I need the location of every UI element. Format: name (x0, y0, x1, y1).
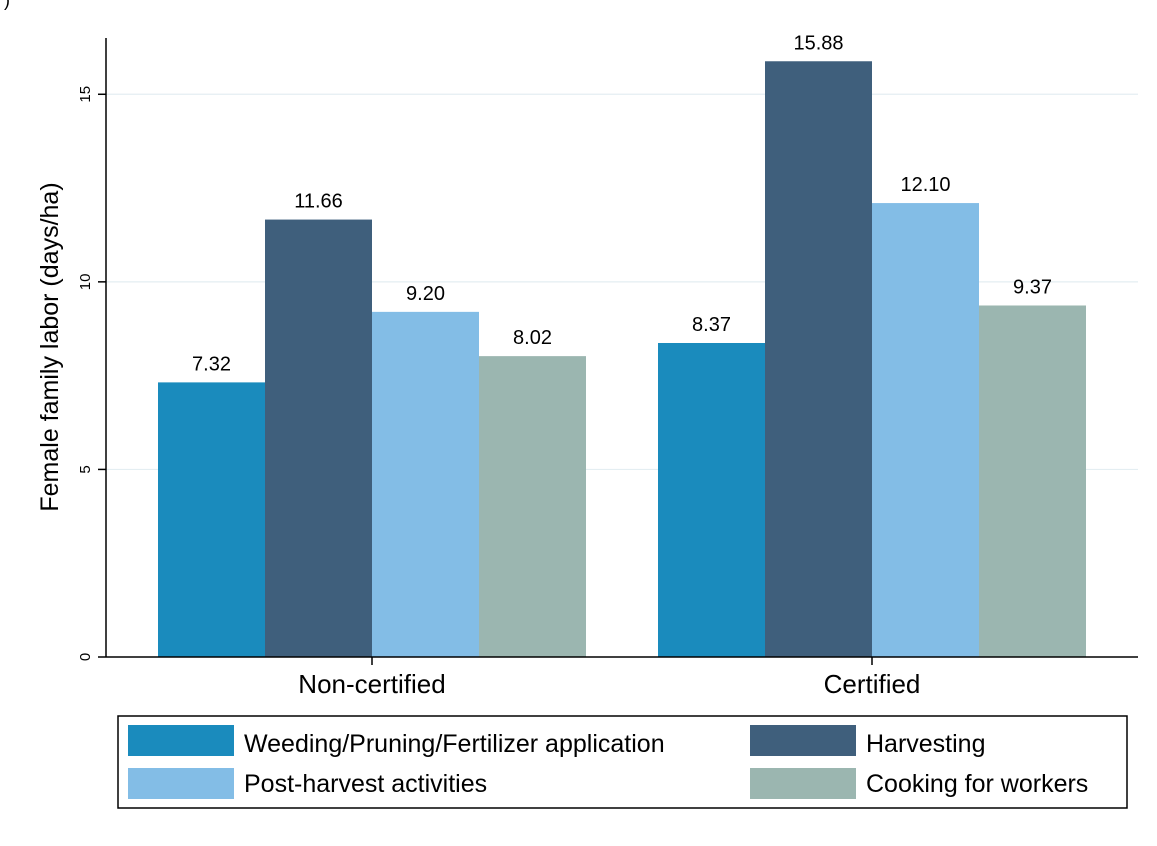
y-tick-label: 15 (77, 86, 94, 103)
legend-swatch (750, 768, 856, 799)
y-tick-label: 5 (77, 465, 94, 473)
legend-box (117, 715, 1128, 809)
bar (265, 219, 372, 657)
y-tick-label: 0 (77, 653, 94, 661)
x-category-label: Non-certified (298, 669, 445, 699)
legend-label: Harvesting (866, 730, 986, 758)
bar (658, 342, 765, 657)
legend-label: Post-harvest activities (244, 770, 487, 798)
data-label: 9.37 (1013, 276, 1052, 298)
x-category-label: Certified (824, 669, 921, 699)
corner-mark: ) (4, 0, 10, 10)
y-tick-label: 10 (77, 274, 94, 291)
legend-swatch (128, 725, 234, 756)
data-label: 11.66 (294, 191, 343, 213)
bar (979, 305, 1086, 657)
data-label: 8.02 (513, 327, 552, 349)
legend-label: Cooking for workers (866, 770, 1088, 798)
legend-label: Weeding/Pruning/Fertilizer application (244, 730, 665, 758)
y-axis-title: Female family labor (days/ha) (36, 182, 64, 511)
data-label: 15.88 (793, 32, 843, 54)
bar (479, 356, 586, 657)
bar (372, 311, 479, 657)
legend-swatch (750, 725, 856, 756)
bar (765, 61, 872, 657)
legend-swatch (128, 768, 234, 799)
bar (872, 203, 979, 658)
bar (158, 382, 265, 657)
data-label: 8.37 (692, 314, 731, 336)
data-label: 9.20 (406, 283, 445, 305)
data-label: 12.10 (900, 174, 950, 196)
data-label: 7.32 (192, 353, 231, 375)
